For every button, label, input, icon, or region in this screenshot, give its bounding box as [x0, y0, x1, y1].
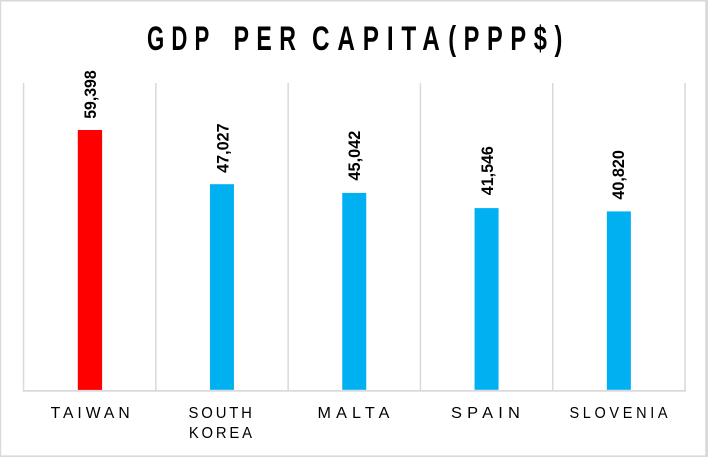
svg-text:KOREA: KOREA	[189, 425, 255, 442]
svg-text:47,027: 47,027	[213, 123, 232, 173]
svg-text:41,546: 41,546	[478, 146, 497, 195]
svg-text:SLOVENIA: SLOVENIA	[569, 405, 671, 422]
svg-text:SPAIN: SPAIN	[451, 405, 525, 422]
svg-text:MALTA: MALTA	[318, 405, 395, 422]
svg-text:59,398: 59,398	[81, 70, 100, 119]
svg-text:(PPP$): (PPP$)	[448, 20, 570, 58]
svg-text:CAPITA: CAPITA	[312, 20, 448, 58]
svg-text:40,820: 40,820	[609, 150, 628, 200]
svg-text:45,042: 45,042	[345, 131, 364, 181]
svg-text:GDP: GDP	[147, 20, 217, 58]
svg-text:SOUTH: SOUTH	[189, 405, 255, 422]
svg-text:TAIWAN: TAIWAN	[51, 405, 134, 422]
svg-text:PER: PER	[234, 20, 304, 58]
